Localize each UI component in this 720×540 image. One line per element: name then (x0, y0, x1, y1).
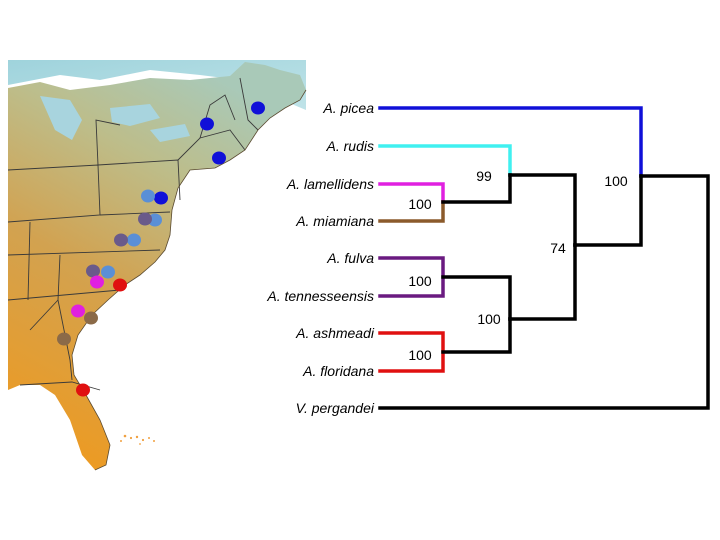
branch-ashmeadi-clade-stem (441, 317, 512, 354)
island-dots (120, 434, 155, 445)
support-value-southern-clade: 100 (477, 311, 501, 327)
branch-southern-clade-stem (508, 243, 577, 321)
sample-points (57, 101, 265, 397)
taxon-label-lamel: A. lamellidens (286, 176, 374, 192)
support-value-picea-clade: 100 (604, 173, 628, 189)
sample-point (86, 264, 100, 278)
sample-point (127, 233, 141, 247)
sample-point (200, 117, 214, 131)
support-values: 100 99 100 100 100 100 74 (408, 168, 628, 363)
northern-water (8, 60, 306, 110)
sample-point (71, 304, 85, 318)
taxon-label-perg: V. pergandei (296, 400, 375, 416)
sample-point (101, 265, 115, 279)
sample-point (90, 275, 104, 289)
branch-fulva-clade-stem (441, 275, 512, 321)
sample-point (76, 383, 90, 397)
sample-point (113, 278, 127, 292)
sample-point (212, 151, 226, 165)
tree-branches (378, 106, 710, 410)
taxon-label-flor: A. floridana (302, 363, 374, 379)
branch-rudis (378, 144, 512, 177)
taxon-label-fulva: A. fulva (326, 250, 374, 266)
branch-northern-clade-stem (508, 173, 577, 247)
support-value-rudis-clade: 99 (476, 168, 492, 184)
state-borders (7, 77, 259, 391)
range-map (7, 60, 307, 480)
branch-lamellidens (378, 182, 445, 204)
sample-point (141, 189, 155, 203)
branch-picea (378, 106, 643, 178)
branch-miamiana (378, 200, 445, 223)
sample-point (57, 332, 71, 346)
taxon-label-tenn: A. tennesseensis (266, 288, 374, 304)
taxon-label-ash: A. ashmeadi (295, 325, 375, 341)
sample-point (251, 101, 265, 115)
taxon-label-miami: A. miamiana (295, 213, 374, 229)
branch-core-stem (573, 174, 643, 247)
support-value-ash-flor: 100 (408, 347, 432, 363)
sample-point (114, 233, 128, 247)
branch-lamel-miami-stem (441, 173, 512, 204)
support-value-fulva-tenn: 100 (408, 273, 432, 289)
phylogenetic-tree: A. picea A. rudis A. lamellidens A. miamian… (266, 100, 710, 416)
taxon-labels: A. picea A. rudis A. lamellidens A. miamian… (266, 100, 375, 416)
taxon-label-picea: A. picea (322, 100, 374, 116)
great-lakes (40, 96, 190, 142)
sample-point (154, 191, 168, 205)
land-mass (8, 62, 306, 470)
support-value-lamel-miami: 100 (408, 196, 432, 212)
support-value-ingroup-core: 74 (550, 240, 566, 256)
branch-root-outgroup (378, 174, 710, 410)
taxon-label-rudis: A. rudis (326, 138, 374, 154)
sample-point (138, 212, 152, 226)
sample-point (84, 311, 98, 325)
